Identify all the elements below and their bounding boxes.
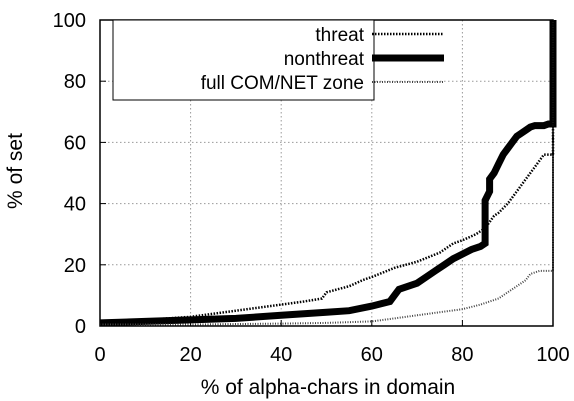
ticks: 0 20 40 60 80 100 0 20 40 60 80 100 [53,10,570,366]
series-layer [99,20,557,327]
y-tick-label: 0 [75,316,86,338]
x-tick-label: 80 [451,344,473,366]
legend-box [112,19,375,101]
series-nonthreat-line [99,20,557,327]
series-threat-line [99,20,555,325]
legend-label-threat: threat [315,25,364,46]
y-tick-label: 20 [64,255,86,277]
x-tick-label: 40 [270,344,292,366]
y-tick-label: 100 [53,10,86,32]
x-axis-label: % of alpha-chars in domain [201,376,455,399]
y-tick-label: 80 [64,71,86,93]
legend-label-full-com-net-zone: full COM/NET zone [201,73,364,94]
x-tick-label: 20 [179,344,201,366]
y-tick-label: 40 [64,194,86,216]
grid [100,20,553,326]
x-tick-label: 0 [94,344,105,366]
y-axis-label: % of set [4,133,27,209]
x-tick-label: 60 [361,344,383,366]
legend: threat nonthreat full COM/NET zone [112,19,444,101]
x-tick-label: 100 [536,344,569,366]
legend-label-nonthreat: nonthreat [284,49,365,70]
y-tick-label: 60 [64,132,86,154]
